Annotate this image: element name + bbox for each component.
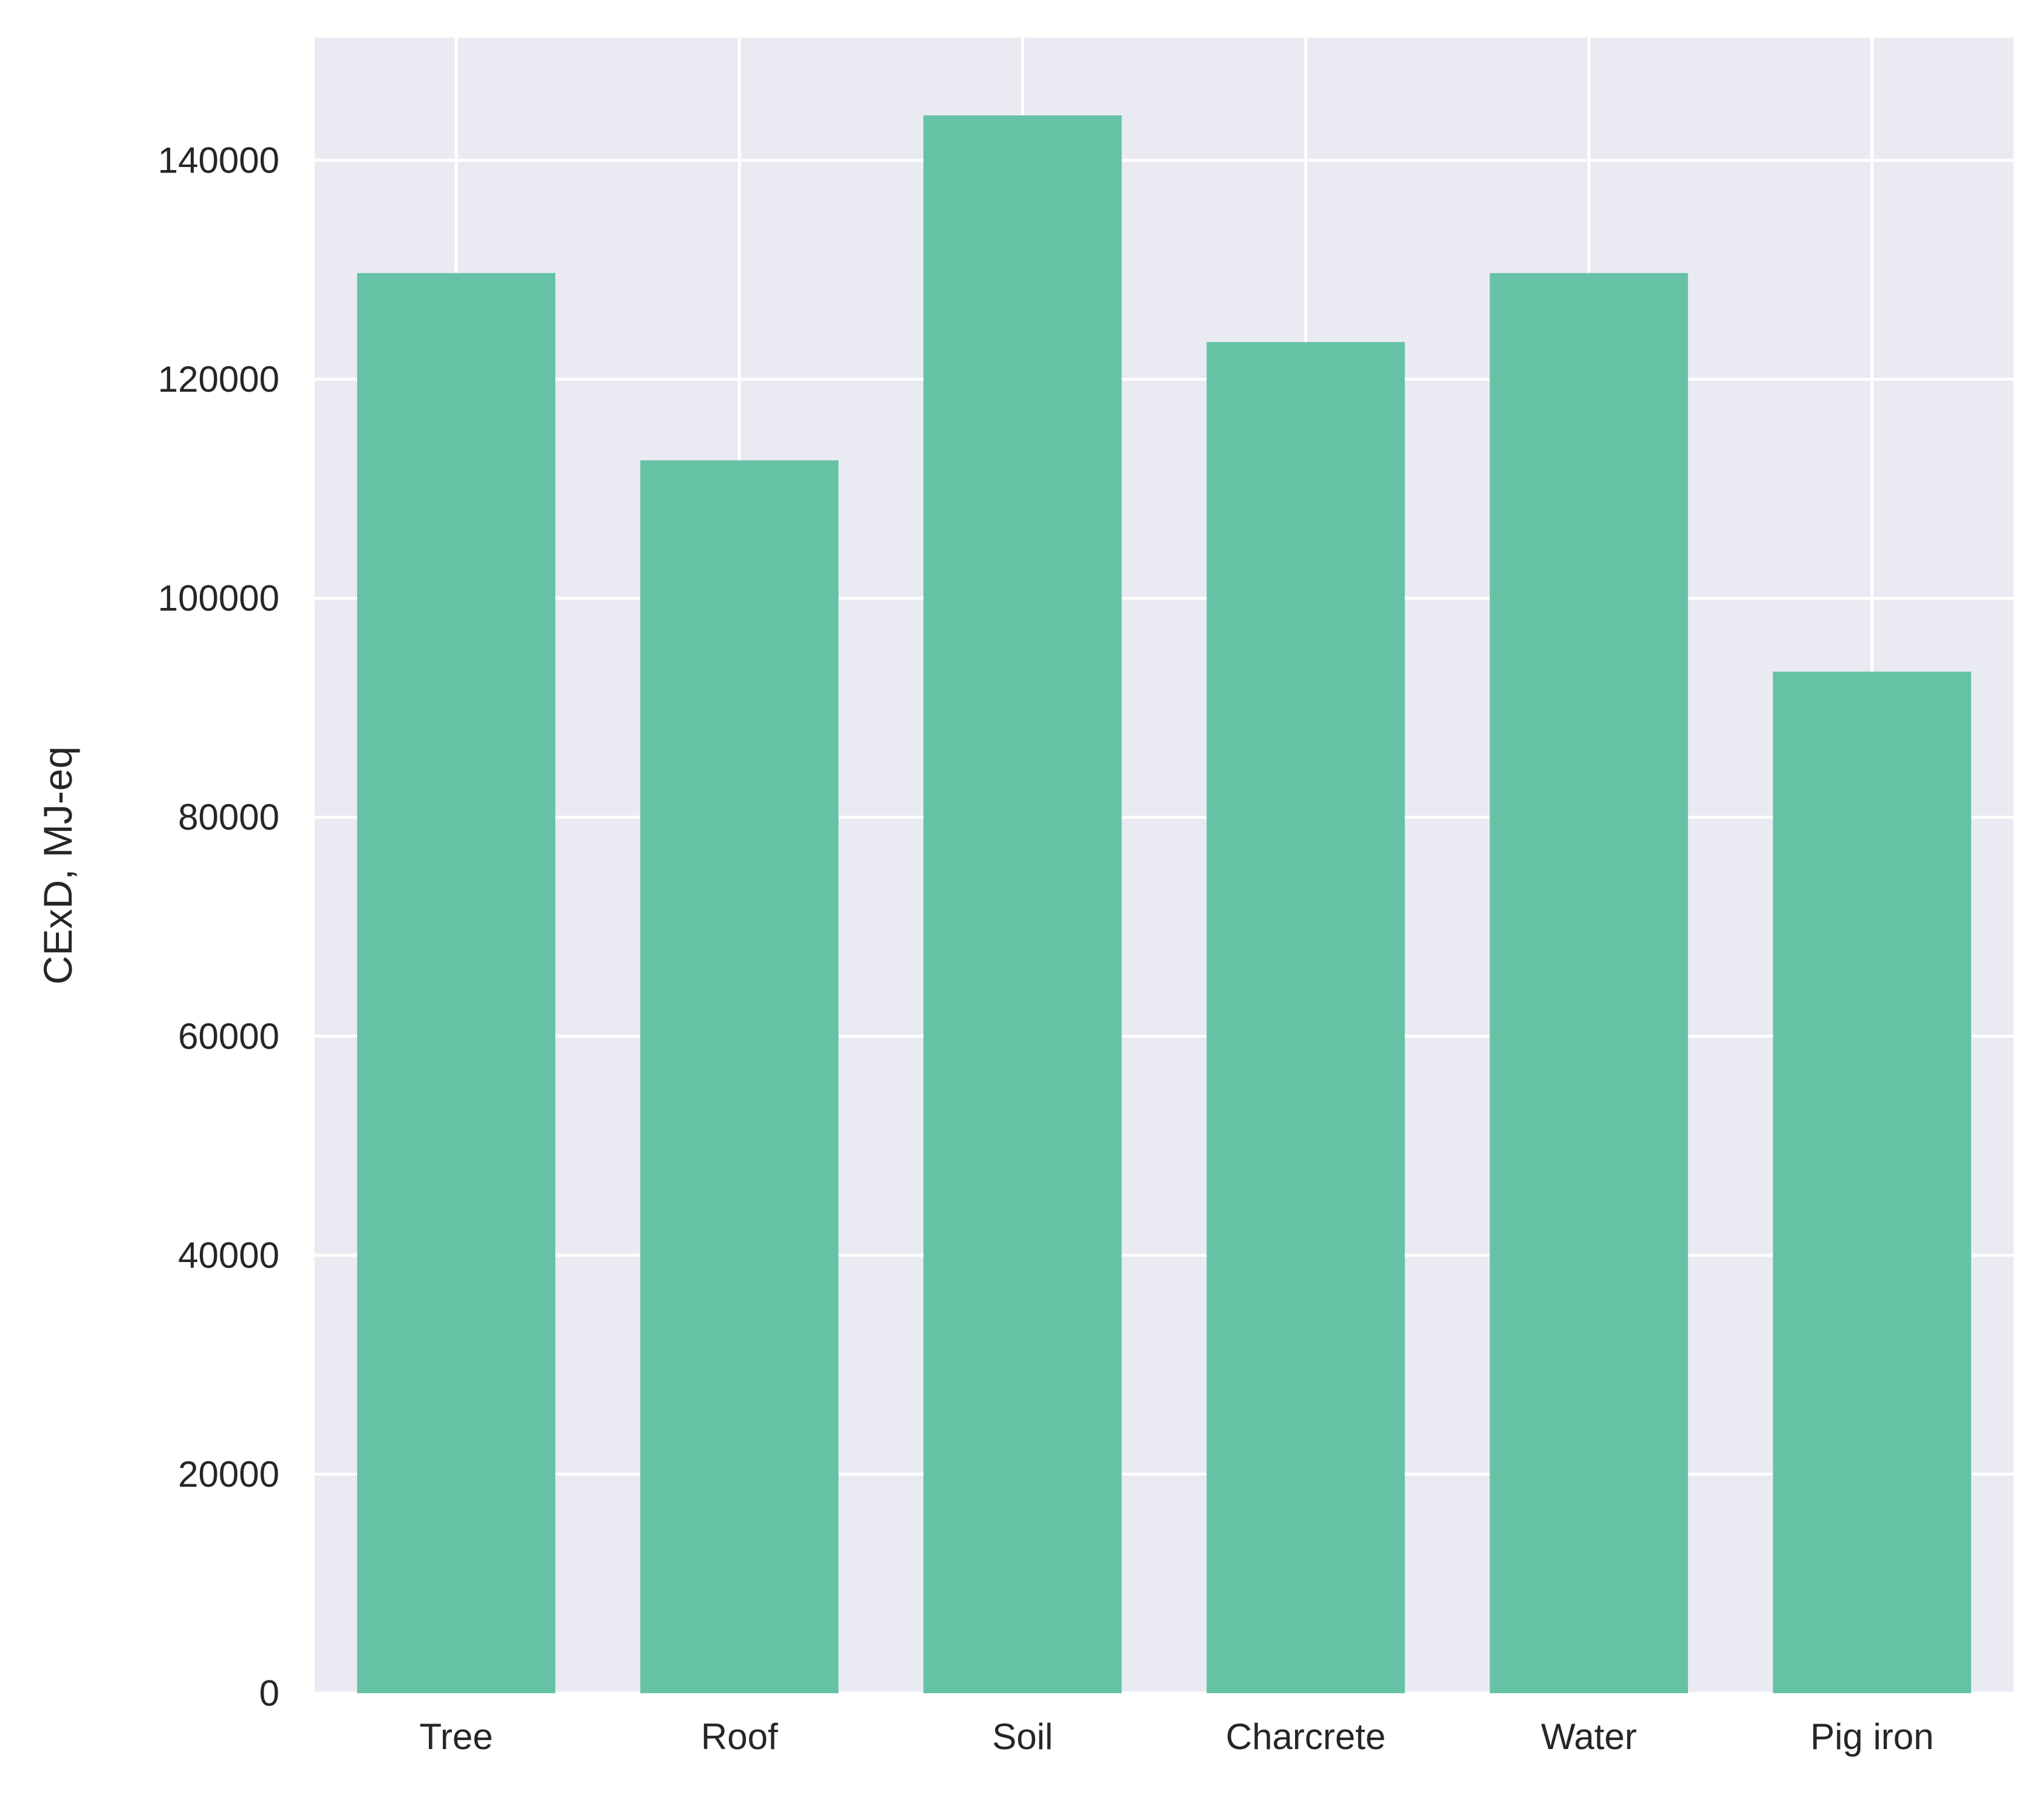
x-axis-ticks: Tree Roof Soil Charcrete Water Pig iron (420, 1716, 1934, 1757)
x-tick-label: Tree (420, 1716, 493, 1757)
y-tick-label: 80000 (178, 797, 279, 837)
bar-tree (357, 273, 556, 1693)
y-tick-label: 140000 (158, 140, 279, 180)
y-tick-label: 20000 (178, 1454, 279, 1495)
x-tick-label: Water (1541, 1716, 1637, 1757)
y-tick-label: 40000 (178, 1235, 279, 1275)
bars (357, 115, 1972, 1694)
y-tick-label: 60000 (178, 1016, 279, 1057)
bar-roof (640, 460, 839, 1693)
y-axis-ticks: 0 20000 40000 60000 80000 100000 120000 140000 (158, 140, 279, 1713)
bar-water (1489, 273, 1688, 1693)
x-tick-label: Soil (992, 1716, 1053, 1757)
bar-soil (923, 115, 1122, 1694)
bar-charcrete (1206, 342, 1405, 1693)
x-tick-label: Pig iron (1810, 1716, 1933, 1757)
plot-area-background (315, 38, 2014, 1693)
y-axis-label: CExD, MJ-eq (35, 746, 80, 984)
x-tick-label: Roof (701, 1716, 778, 1757)
y-tick-label: 0 (259, 1673, 279, 1714)
y-tick-label: 100000 (158, 578, 279, 619)
y-tick-label: 120000 (158, 359, 279, 400)
bar-pig-iron (1772, 671, 1972, 1693)
x-tick-label: Charcrete (1226, 1716, 1386, 1757)
